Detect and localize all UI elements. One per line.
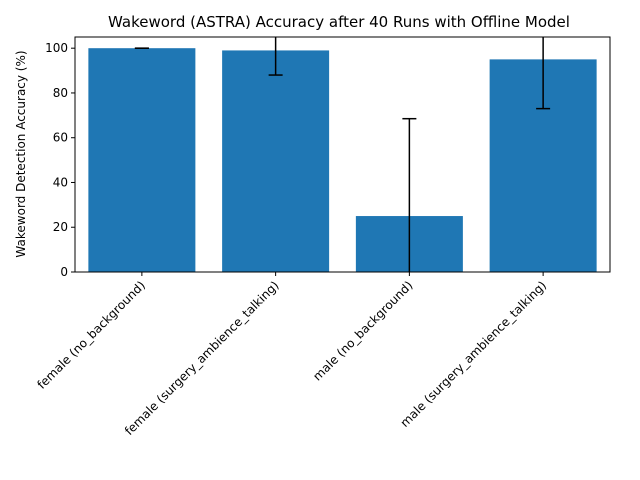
y-axis: 0 20 40 60 80 100 bbox=[45, 41, 75, 279]
x-tick-label: female (no_background) bbox=[35, 278, 148, 391]
y-tick-label: 0 bbox=[60, 265, 68, 279]
y-tick-label: 80 bbox=[53, 86, 68, 100]
y-axis-label: Wakeword Detection Accuracy (%) bbox=[14, 50, 28, 257]
x-tick-label: male (no_background) bbox=[310, 278, 415, 383]
bar bbox=[222, 50, 330, 272]
x-tick-label: male (surgery_ambience_talking) bbox=[398, 278, 550, 430]
bars-group bbox=[88, 48, 597, 272]
y-tick-label: 60 bbox=[53, 131, 68, 145]
x-axis: female (no_background)female (surgery_am… bbox=[35, 272, 550, 438]
y-tick-label: 100 bbox=[45, 41, 68, 55]
y-tick-label: 20 bbox=[53, 220, 68, 234]
y-tick-label: 40 bbox=[53, 175, 68, 189]
error-bars-group bbox=[134, 37, 551, 272]
chart-title: Wakeword (ASTRA) Accuracy after 40 Runs … bbox=[108, 13, 570, 31]
x-tick-label: female (surgery_ambience_talking) bbox=[122, 278, 282, 438]
bar bbox=[88, 48, 196, 272]
plot-frame bbox=[74, 36, 611, 273]
